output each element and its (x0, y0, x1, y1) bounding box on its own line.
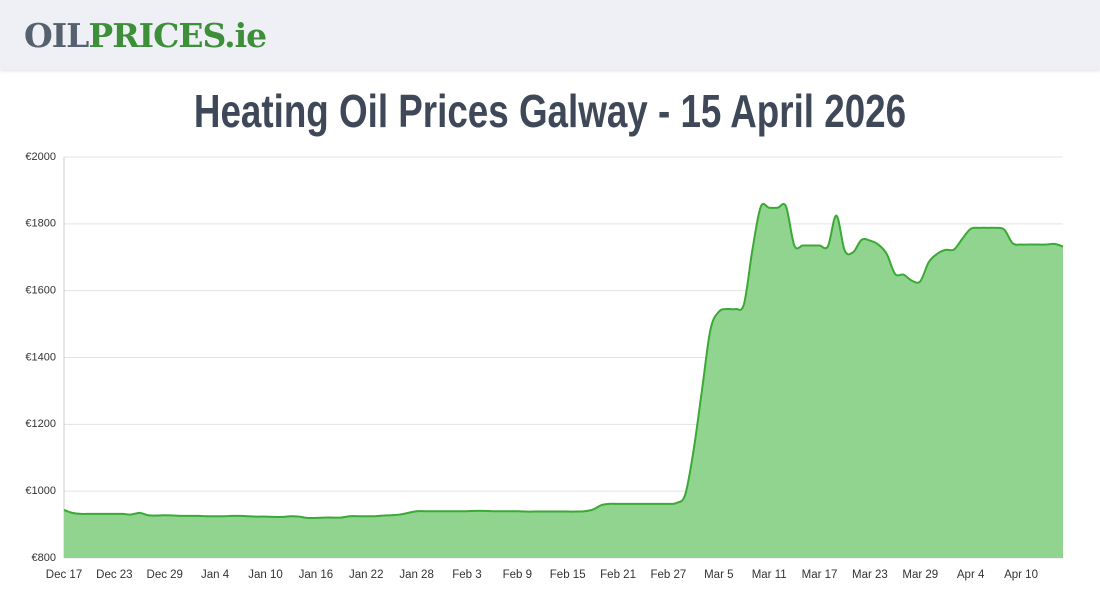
y-tick-label: €1800 (25, 218, 56, 230)
y-tick-label: €1200 (25, 418, 56, 430)
line (63, 202, 1064, 520)
y-tick-label: €1600 (25, 285, 56, 297)
x-tick-label: Feb 15 (550, 569, 586, 581)
x-tick-label: Mar 23 (852, 569, 888, 581)
x-tick-label: Feb 27 (651, 569, 687, 581)
x-tick-label: Feb 9 (503, 569, 532, 581)
x-tick-label: Jan 4 (201, 569, 230, 581)
x-tick-label: Jan 28 (399, 569, 434, 581)
x-tick-label: Mar 29 (902, 569, 938, 581)
x-tick-label: Feb 3 (452, 569, 481, 581)
y-tick-label: €2000 (25, 151, 56, 163)
x-tick-label: Feb 21 (600, 569, 636, 581)
logo-part: OIL (24, 16, 89, 55)
x-tick-label: Dec 23 (96, 569, 132, 581)
y-tick-label: €1400 (25, 351, 56, 363)
x-tick-label: Mar 5 (704, 569, 733, 581)
x-tick-label: Apr 10 (1004, 569, 1038, 581)
x-tick-label: Dec 29 (147, 569, 183, 581)
area (64, 203, 1063, 558)
x-tick-label: Apr 4 (957, 569, 985, 581)
logo-part: PRICES.ie (88, 16, 267, 55)
logo[interactable]: OILPRICES.ie (24, 16, 267, 55)
x-tick-label: Jan 10 (248, 569, 283, 581)
chart-title: Heating Oil Prices Galway - 15 April 202… (194, 85, 906, 137)
x-tick-label: Mar 17 (802, 569, 838, 581)
x-tick-label: Mar 11 (752, 569, 787, 581)
y-tick-label: €1000 (25, 485, 56, 497)
x-tick-label: Jan 22 (349, 569, 384, 581)
y-tick-label: €800 (32, 552, 56, 564)
x-tick-label: Jan 16 (299, 569, 334, 581)
x-tick-label: Dec 17 (46, 569, 82, 581)
header: OILPRICES.ie (0, 0, 1100, 70)
